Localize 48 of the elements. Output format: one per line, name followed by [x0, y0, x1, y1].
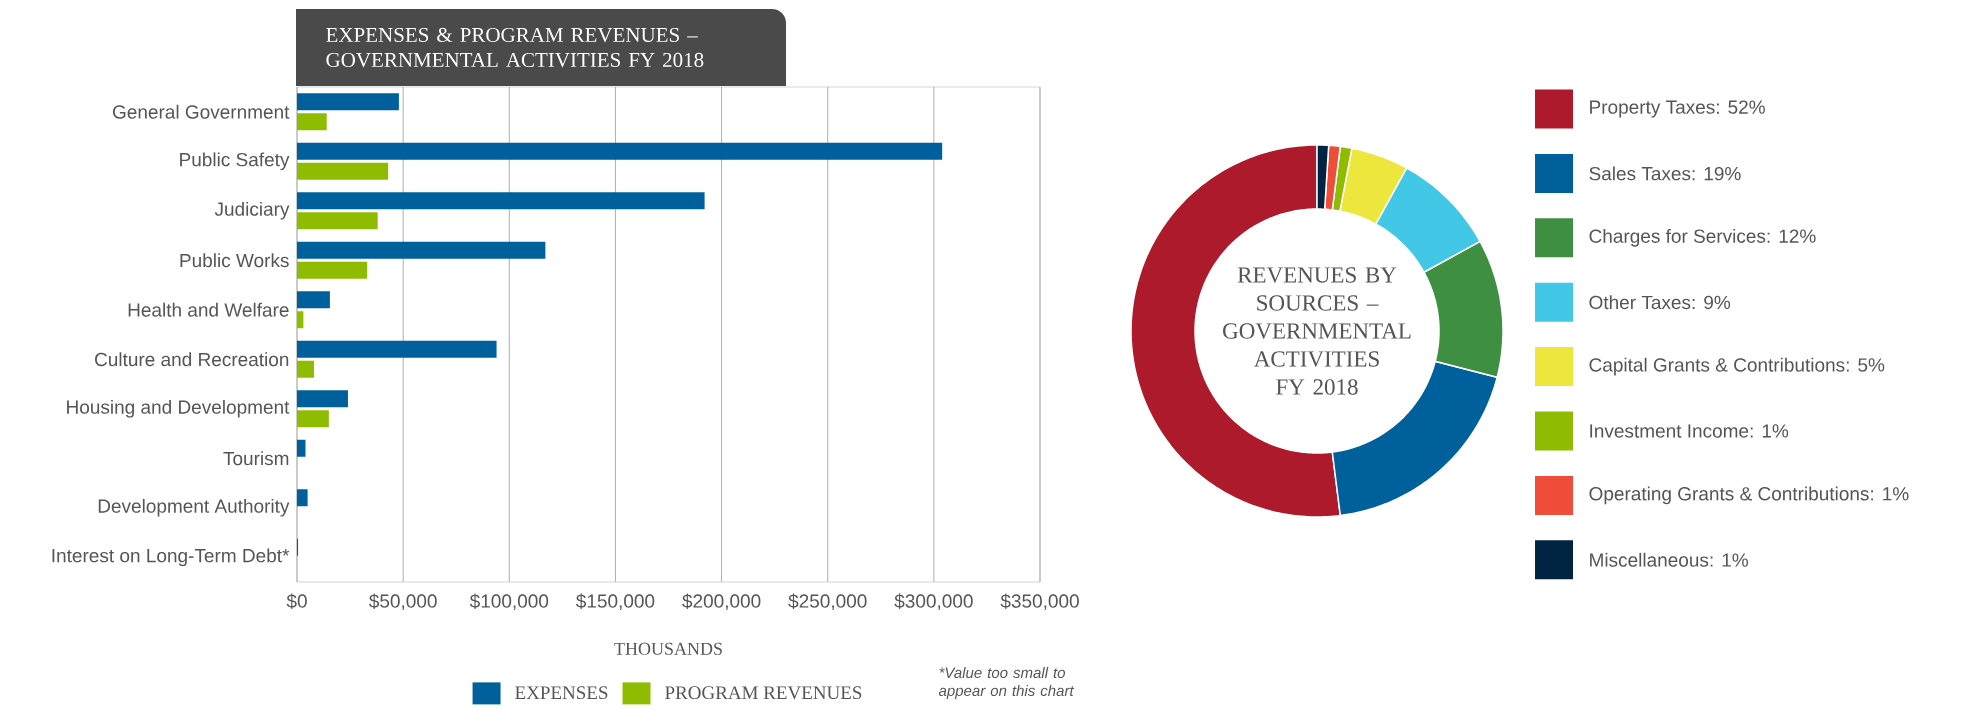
bar	[297, 489, 308, 507]
bar	[297, 261, 368, 279]
legend-label: Operating Grants & Contributions: 1%	[1589, 486, 1909, 505]
bar	[297, 162, 389, 180]
bar	[297, 113, 327, 131]
legend-label: PROGRAM REVENUES	[665, 686, 862, 700]
y-tick-label: Development Authority	[98, 498, 290, 517]
legend-label: Miscellaneous: 1%	[1590, 552, 1749, 567]
x-tick-label: $100,000	[469, 593, 549, 611]
bar	[297, 93, 399, 111]
y-tick-label: Judiciary	[214, 201, 290, 220]
y-tick-label: Culture and Recreation	[95, 352, 289, 367]
bar	[297, 390, 348, 408]
legend-label: Investment Income: 1%	[1590, 424, 1789, 438]
y-tick-label: Health and Welfare	[128, 302, 289, 317]
legend-label: EXPENSES	[515, 686, 608, 700]
y-tick-label: Tourism	[223, 451, 289, 466]
x-tick-label: $350,000	[1000, 593, 1079, 611]
chart-title: EXPENSES & PROGRAM REVENUES – GOVERNMENTAL ACTIVITIES FY 2018	[326, 27, 704, 68]
bar	[297, 340, 497, 358]
x-tick-label: $300,000	[894, 593, 973, 611]
bar	[297, 241, 546, 259]
x-tick-label: $250,000	[788, 593, 867, 611]
bar	[297, 311, 304, 329]
y-tick-label: Interest on Long-Term Debt*	[52, 548, 290, 567]
bar	[297, 410, 329, 428]
bar	[297, 142, 943, 160]
legend-label: Charges for Services: 12%	[1589, 228, 1816, 247]
legend-label: Capital Grants & Contributions: 5%	[1589, 357, 1885, 376]
x-tick-label: $0	[286, 593, 307, 609]
bar	[297, 212, 378, 230]
text: *Value too small to appear on this chart	[938, 667, 1075, 699]
bar	[297, 360, 314, 378]
bar	[297, 439, 306, 457]
y-tick-label: Public Works	[180, 253, 289, 268]
legend-label: Property Taxes: 52%	[1590, 100, 1765, 118]
text: REVENUES BY SOURCES – GOVERNMENTAL ACTIVITIES FY 2018	[1223, 267, 1411, 395]
bar	[297, 192, 705, 210]
legend-label: Other Taxes: 9%	[1589, 295, 1731, 310]
x-tick-label: $200,000	[682, 593, 761, 611]
y-tick-label: Public Safety	[180, 152, 290, 171]
x-axis-title: THOUSANDS	[614, 642, 722, 655]
y-tick-label: Housing and Development	[67, 399, 290, 418]
y-tick-label: General Government	[113, 104, 290, 119]
legend-label: Sales Taxes: 19%	[1589, 166, 1741, 181]
bar	[297, 291, 330, 309]
x-tick-label: $150,000	[576, 593, 655, 611]
x-tick-label: $50,000	[369, 593, 437, 611]
